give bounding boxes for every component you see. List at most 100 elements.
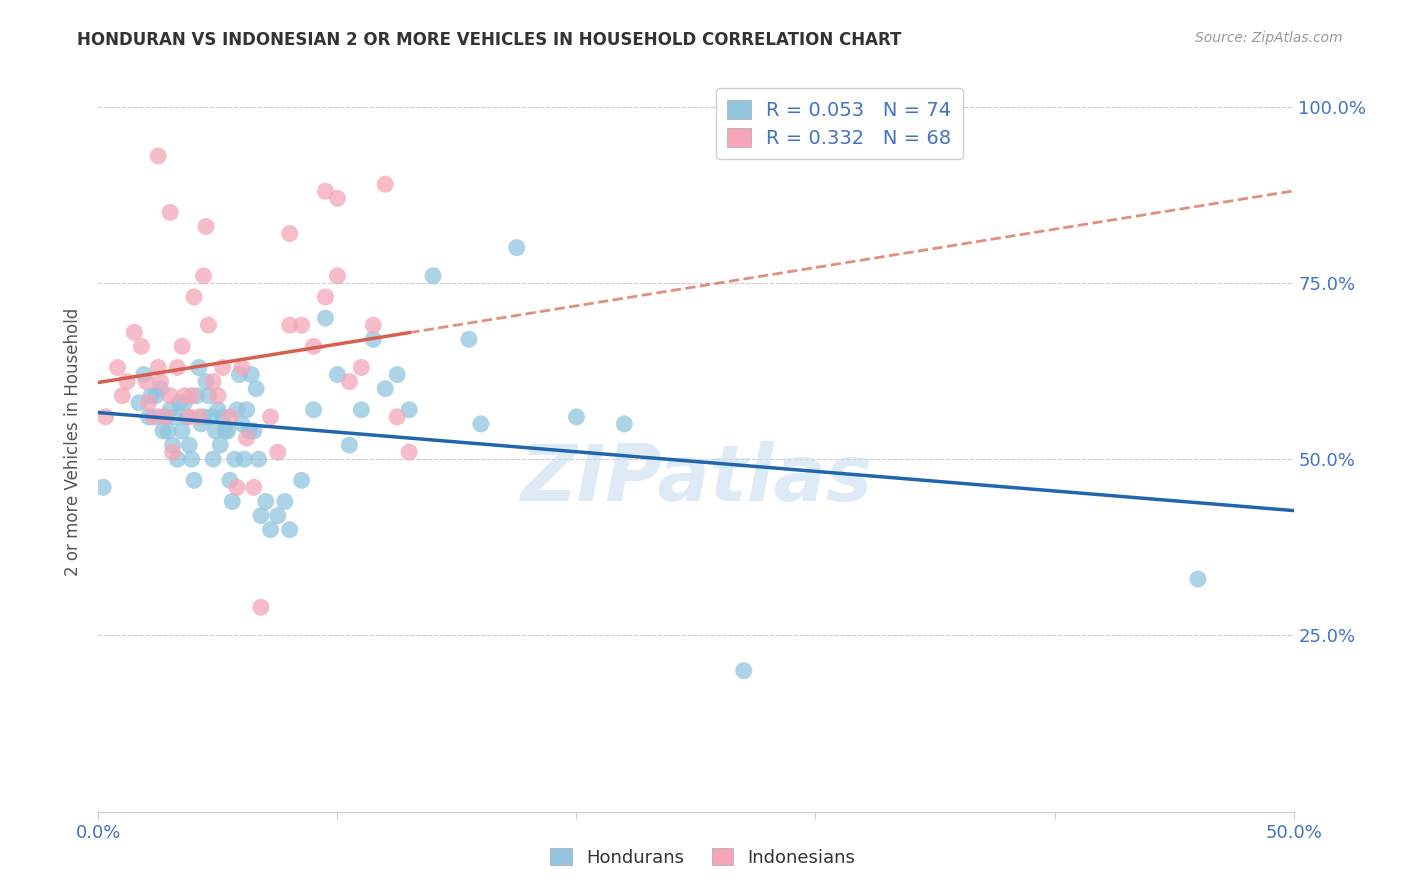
- Point: [172, 339, 194, 353]
- Point: [422, 268, 444, 283]
- Point: [240, 368, 263, 382]
- Point: [458, 332, 481, 346]
- Point: [148, 360, 170, 375]
- Point: [211, 360, 233, 375]
- Point: [339, 438, 361, 452]
- Point: [226, 480, 249, 494]
- Point: [259, 523, 281, 537]
- Point: [315, 184, 337, 198]
- Point: [145, 389, 167, 403]
- Point: [91, 480, 114, 494]
- Point: [315, 290, 337, 304]
- Point: [243, 480, 266, 494]
- Point: [193, 409, 215, 424]
- Point: [470, 417, 492, 431]
- Point: [1187, 572, 1209, 586]
- Point: [233, 452, 256, 467]
- Point: [235, 402, 257, 417]
- Point: [238, 424, 260, 438]
- Point: [128, 396, 150, 410]
- Point: [302, 339, 325, 353]
- Point: [132, 368, 155, 382]
- Point: [231, 360, 253, 375]
- Point: [302, 402, 325, 417]
- Point: [162, 445, 184, 459]
- Point: [187, 409, 209, 424]
- Point: [179, 409, 201, 424]
- Y-axis label: 2 or more Vehicles in Household: 2 or more Vehicles in Household: [65, 308, 83, 575]
- Point: [179, 438, 201, 452]
- Point: [176, 409, 198, 424]
- Point: [155, 409, 177, 424]
- Point: [187, 360, 209, 375]
- Point: [259, 409, 281, 424]
- Point: [94, 409, 117, 424]
- Point: [219, 473, 242, 487]
- Point: [159, 402, 181, 417]
- Point: [169, 396, 191, 410]
- Point: [235, 431, 257, 445]
- Point: [243, 424, 266, 438]
- Point: [149, 382, 172, 396]
- Point: [172, 424, 194, 438]
- Point: [214, 424, 236, 438]
- Point: [211, 409, 233, 424]
- Point: [204, 424, 226, 438]
- Point: [202, 375, 225, 389]
- Point: [152, 424, 174, 438]
- Point: [267, 508, 290, 523]
- Point: [197, 318, 219, 333]
- Point: [148, 409, 170, 424]
- Point: [149, 375, 172, 389]
- Point: [231, 417, 253, 431]
- Point: [363, 332, 385, 346]
- Point: [115, 375, 138, 389]
- Point: [274, 494, 297, 508]
- Point: [166, 360, 188, 375]
- Point: [200, 409, 222, 424]
- Point: [398, 445, 420, 459]
- Legend: R = 0.053   N = 74, R = 0.332   N = 68: R = 0.053 N = 74, R = 0.332 N = 68: [716, 88, 963, 160]
- Point: [339, 375, 361, 389]
- Point: [190, 417, 212, 431]
- Point: [278, 227, 301, 241]
- Point: [195, 219, 218, 234]
- Point: [733, 664, 755, 678]
- Point: [166, 452, 188, 467]
- Point: [326, 268, 349, 283]
- Point: [173, 396, 195, 410]
- Point: [291, 318, 314, 333]
- Point: [197, 389, 219, 403]
- Point: [385, 409, 409, 424]
- Point: [155, 409, 177, 424]
- Point: [217, 424, 239, 438]
- Point: [250, 508, 273, 523]
- Point: [291, 473, 314, 487]
- Point: [202, 452, 225, 467]
- Point: [315, 311, 337, 326]
- Point: [183, 290, 205, 304]
- Point: [173, 389, 195, 403]
- Point: [250, 600, 273, 615]
- Point: [111, 389, 134, 403]
- Point: [138, 396, 160, 410]
- Point: [278, 318, 301, 333]
- Text: ZIPatlas: ZIPatlas: [520, 441, 872, 516]
- Point: [207, 389, 229, 403]
- Point: [506, 241, 529, 255]
- Point: [180, 389, 202, 403]
- Point: [195, 375, 218, 389]
- Point: [183, 473, 205, 487]
- Point: [139, 389, 162, 403]
- Point: [398, 402, 420, 417]
- Point: [278, 523, 301, 537]
- Point: [326, 191, 349, 205]
- Point: [267, 445, 290, 459]
- Point: [124, 325, 146, 339]
- Point: [221, 494, 243, 508]
- Point: [254, 494, 277, 508]
- Point: [159, 205, 181, 219]
- Point: [207, 402, 229, 417]
- Point: [142, 409, 165, 424]
- Point: [162, 438, 184, 452]
